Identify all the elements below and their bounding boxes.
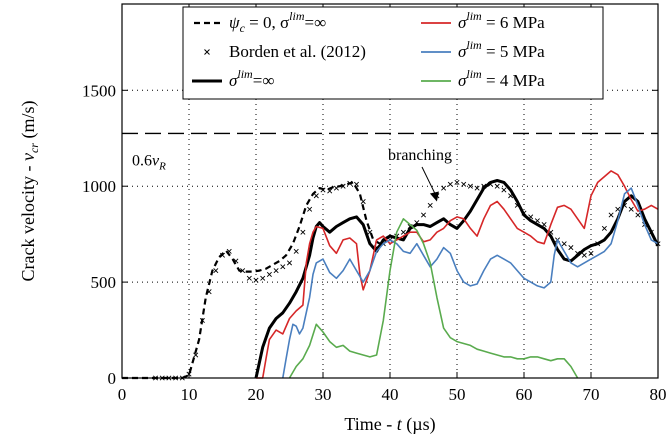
axis-ticks: 0 10 20 30 40 50 60 70 80 0 500 1000 1500 <box>82 4 667 404</box>
x-tick-label: 60 <box>516 385 533 404</box>
data-point-marker <box>353 181 360 187</box>
branching-arrowhead <box>429 191 439 202</box>
data-point-marker <box>441 185 447 191</box>
data-point-marker <box>461 181 467 187</box>
data-point-marker <box>246 275 252 281</box>
legend-label: σlim = 6 MPa <box>458 9 545 32</box>
data-point-marker <box>286 260 293 266</box>
data-point-marker <box>635 212 641 218</box>
legend: ψc = 0, σlim=∞ Borden et al. (2012) σlim=∞… <box>182 6 604 100</box>
data-point-marker <box>193 352 199 358</box>
y-axis-label: Crack velocity - vcr (m/s) <box>18 101 41 282</box>
data-point-marker <box>206 289 212 295</box>
series-line-psi-zero <box>122 181 388 380</box>
data-point-marker <box>293 248 299 254</box>
data-point-marker <box>588 250 594 256</box>
data-point-marker <box>447 181 453 187</box>
legend-label: σlim = 5 MPa <box>458 38 545 61</box>
data-point-marker <box>273 268 279 274</box>
data-point-marker <box>454 179 460 185</box>
data-point-marker <box>494 183 500 189</box>
data-point-marker <box>233 258 239 264</box>
data-point-marker <box>253 277 259 283</box>
x-tick-label: 10 <box>181 385 198 404</box>
x-tick-label: 20 <box>248 385 265 404</box>
data-point-marker <box>199 317 205 323</box>
data-point-marker <box>333 185 339 191</box>
x-tick-label: 0 <box>118 385 127 404</box>
x-axis-label: Time - t (µs) <box>344 414 435 435</box>
series-line-sigma-5 <box>288 218 579 379</box>
data-point-marker <box>360 199 366 205</box>
branching-annotation: branching <box>388 147 452 164</box>
legend-label: ψc = 0, σlim=∞ <box>229 9 326 35</box>
data-point-marker <box>581 252 587 258</box>
series-line-sigma-4 <box>282 187 659 379</box>
data-point-marker <box>400 229 406 235</box>
x-tick-label: 50 <box>449 385 466 404</box>
x-tick-label: 30 <box>315 385 332 404</box>
data-point-marker <box>226 248 232 254</box>
data-point-marker <box>313 193 319 199</box>
data-point-marker <box>561 241 567 247</box>
data-point-marker <box>219 252 226 258</box>
reference-line-label: 0.6vR <box>132 152 166 172</box>
data-point-marker <box>367 229 373 235</box>
data-point-marker <box>320 187 326 193</box>
legend-label: Borden et al. (2012) <box>229 42 366 61</box>
data-point-marker <box>474 185 480 191</box>
annotations: branching <box>388 147 452 202</box>
data-point-marker <box>347 180 353 186</box>
data-point-marker <box>307 206 313 212</box>
data-point-marker <box>280 264 286 270</box>
data-point-marker <box>467 183 473 189</box>
legend-column-1: ψc = 0, σlim=∞ Borden et al. (2012) σlim=∞ <box>192 9 366 90</box>
data-point-marker <box>601 225 607 231</box>
data-point-marker <box>260 275 266 281</box>
branching-arrow <box>421 166 438 198</box>
series-layer <box>122 170 661 381</box>
series-line-sigma-inf <box>254 179 660 379</box>
y-tick-label: 0 <box>108 369 117 388</box>
y-tick-label: 1500 <box>82 81 116 100</box>
legend-marker-x <box>204 49 210 55</box>
data-point-marker <box>240 268 246 274</box>
y-tick-label: 1000 <box>82 177 116 196</box>
reference-line-layer: 0.6vR <box>122 132 658 172</box>
data-point-marker <box>608 212 614 218</box>
data-point-marker <box>300 229 306 235</box>
series-line-sigma-3 <box>256 170 659 379</box>
data-point-marker <box>427 202 433 208</box>
data-point-marker <box>615 206 621 212</box>
legend-label: σlim=∞ <box>229 67 274 90</box>
data-point-marker <box>266 271 272 277</box>
legend-box <box>182 6 604 100</box>
data-point-marker <box>327 188 333 194</box>
series-borden-markers <box>152 179 661 381</box>
data-point-marker <box>568 245 574 251</box>
data-point-marker <box>420 212 427 218</box>
data-point-marker <box>340 183 346 189</box>
y-tick-label: 500 <box>91 273 117 292</box>
x-tick-label: 40 <box>382 385 399 404</box>
data-point-marker <box>213 268 219 274</box>
legend-label: σlim = 4 MPa <box>458 67 545 90</box>
data-point-marker <box>501 187 507 193</box>
data-point-marker <box>628 206 634 212</box>
legend-column-2: σlim = 6 MPa σlim = 5 MPa σlim = 4 MPa <box>421 9 545 90</box>
x-tick-label: 70 <box>583 385 600 404</box>
x-tick-label: 80 <box>650 385 667 404</box>
